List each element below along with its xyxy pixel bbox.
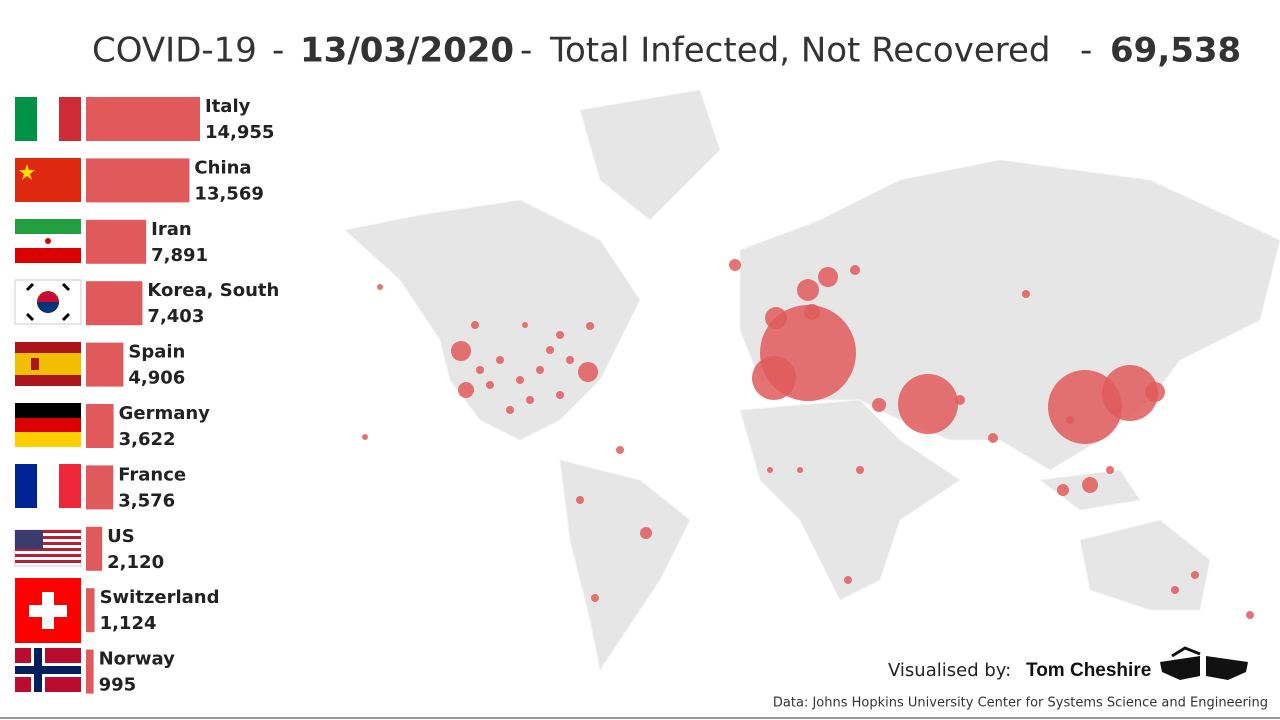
map-bubble (458, 382, 474, 398)
value-label: 7,891 (151, 245, 208, 266)
map-bubble (362, 434, 368, 440)
title-separator: - (520, 31, 532, 71)
value-label: 3,576 (118, 490, 175, 511)
value-label: 995 (99, 675, 137, 696)
map-bubble (729, 259, 741, 271)
map-bubble (566, 356, 574, 364)
map-bubble (486, 381, 494, 389)
map-bubble (988, 433, 998, 443)
category-label: Iran (151, 219, 192, 240)
bar (86, 97, 200, 141)
map-bubble (1082, 477, 1098, 493)
value-label: 7,403 (147, 306, 204, 327)
map-bubble (767, 467, 773, 473)
map-bubble (1106, 466, 1114, 474)
total: 69,538 (1110, 31, 1241, 71)
map-bubble (1022, 290, 1030, 298)
map-bubble (556, 391, 564, 399)
category-label: Spain (128, 342, 185, 363)
map-bubble (1057, 484, 1069, 496)
map-bubble (818, 267, 838, 287)
title-text: COVID-19 (92, 31, 257, 71)
map-bubble (898, 374, 958, 434)
map-bubble (506, 406, 514, 414)
map-bubble (586, 322, 594, 330)
map-bubble (471, 321, 479, 329)
map-bubble (1191, 571, 1199, 579)
bar (86, 588, 95, 633)
value-label: 14,955 (205, 122, 274, 143)
map-bubble (377, 284, 383, 290)
map-bubble (640, 527, 652, 539)
map-bubble (536, 366, 544, 374)
map-bubble (1102, 365, 1158, 421)
bar (86, 649, 94, 694)
category-label: Switzerland (100, 587, 220, 608)
category-label: US (107, 526, 135, 547)
category-label: China (194, 157, 251, 178)
bar (86, 158, 190, 203)
subtitle: Total Infected, Not Recovered (549, 31, 1050, 71)
bar (86, 404, 114, 448)
map-bubble (1171, 586, 1179, 594)
map-bubble (752, 356, 796, 400)
flags (14, 97, 82, 692)
map-bubble (591, 594, 599, 602)
credit-label: Visualised by: (888, 660, 1011, 681)
map-bubble (516, 376, 524, 384)
map-bubble (844, 576, 852, 584)
bar (86, 342, 124, 387)
map-bubble (496, 356, 504, 364)
map-bubble (616, 446, 624, 454)
category-label: Italy (205, 96, 251, 117)
map-bubble (850, 265, 860, 275)
map-bubble (451, 341, 471, 361)
value-label: 4,906 (128, 368, 185, 389)
map-bubble (526, 396, 534, 404)
value-label: 2,120 (107, 552, 164, 573)
bar (86, 465, 114, 510)
map-bubble (797, 279, 819, 301)
title-separator: - (272, 31, 284, 71)
value-label: 3,622 (119, 429, 176, 450)
source: Data: Johns Hopkins University Center fo… (773, 696, 1268, 711)
bar (86, 219, 147, 264)
value-label: 1,124 (100, 613, 157, 634)
map-bubble (797, 467, 803, 473)
title-date: 13/03/2020 (300, 31, 514, 71)
map-bubble (546, 346, 554, 354)
map-bubble (476, 366, 484, 374)
map-bubble (522, 322, 528, 328)
map-bubble (1246, 611, 1254, 619)
map-bubble (804, 304, 820, 320)
map-bubbles (362, 259, 1254, 619)
map-bubble (578, 362, 598, 382)
credit-name: Tom Cheshire (1026, 660, 1151, 681)
map-bubble (872, 398, 886, 412)
map-bubble (1145, 382, 1165, 402)
title-separator: - (1080, 31, 1092, 71)
category-label: Norway (99, 649, 176, 670)
map-bubble (856, 466, 864, 474)
bar (86, 281, 143, 326)
category-label: Germany (119, 403, 211, 424)
map-bubble (576, 496, 584, 504)
map-bubble (556, 331, 564, 339)
logo (1160, 646, 1248, 680)
map-bubble (955, 395, 965, 405)
category-label: Korea, South (147, 280, 279, 301)
title: COVID-19 - 13/03/2020 - Total Infected, … (92, 31, 1241, 71)
map-bubble (1066, 416, 1074, 424)
bar (86, 526, 103, 571)
map-bubble (765, 307, 787, 329)
category-label: France (118, 464, 186, 485)
value-label: 13,569 (194, 183, 263, 204)
